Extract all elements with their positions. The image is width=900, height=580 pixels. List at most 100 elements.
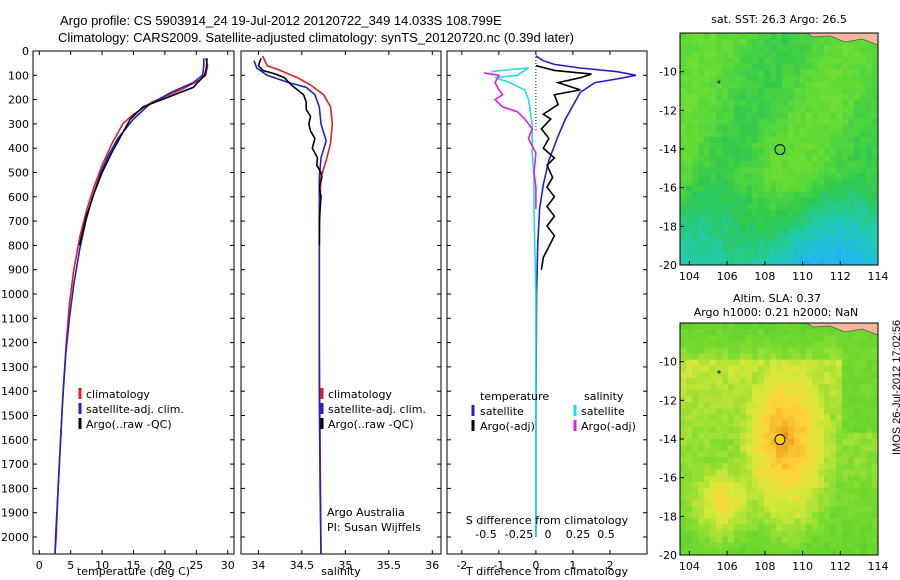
map-cell [776,106,783,113]
map-cell [740,69,747,77]
map-cell [860,197,867,205]
map-cell [764,469,771,477]
map-cell [836,518,843,526]
map-cell [794,341,801,349]
x-tick-label: 0 [36,559,43,572]
map-cell [806,33,813,40]
map-y-tick-label: -16 [659,182,677,195]
map-cell [746,353,753,361]
map-cell [806,130,813,138]
map-cell [854,142,861,150]
map-cell [854,258,861,265]
map-cell [752,353,759,361]
map-cell [752,542,759,550]
map-cell [812,420,819,428]
map-cell [746,246,753,254]
map-cell [764,94,771,101]
map-cell [872,130,878,138]
map-cell [824,173,831,181]
map-cell [734,252,741,260]
map-cell [746,258,753,265]
map-cell [686,377,693,385]
map-cell [836,94,843,101]
map-cell [710,234,717,242]
map-cell [704,384,711,391]
map-cell [842,252,849,260]
depth-tick-label: 600 [8,191,29,204]
map-cell [842,475,849,483]
x-tick-label: 30 [221,559,235,572]
map-cell [800,341,807,349]
map-cell [788,234,795,242]
map-cell [830,548,837,555]
map-x-tick-label: 104 [679,560,700,573]
map-cell [872,359,878,367]
map-cell [836,500,843,507]
map-cell [788,500,795,507]
map-cell [806,57,813,65]
map-cell [776,87,783,95]
map-cell [812,185,819,193]
map-cell [788,222,795,229]
map-cell [704,142,711,150]
map-cell [776,396,783,403]
map-cell [716,45,723,52]
map-cell [788,341,795,349]
map-cell [860,246,867,254]
map-cell [770,191,777,199]
map-cell [854,420,861,428]
map-cell [716,161,723,168]
map-cell [854,426,861,434]
map-cell [680,487,687,495]
map-cell [818,451,825,458]
map-cell [734,81,741,89]
map-cell [788,179,795,187]
map-cell [752,155,759,162]
map-cell [728,335,735,342]
map-cell [728,493,735,501]
map-cell [836,439,843,446]
map-cell [830,536,837,544]
map-cell [860,100,867,107]
map-cell [710,210,717,217]
map-cell [680,469,687,477]
map-cell [692,402,699,410]
map-cell [692,451,699,458]
map-cell [716,57,723,65]
map-cell [818,414,825,422]
map-cell [764,185,771,193]
map-cell [830,100,837,107]
map-cell [854,377,861,385]
map-cell [818,506,825,513]
map-cell [800,63,807,71]
map-cell [728,94,735,101]
map-cell [710,408,717,416]
map-cell [818,408,825,416]
map-cell [698,149,705,156]
map-cell [794,536,801,544]
sst-map: 104 106 108 110 112 114-10-12-14-16-18-20sat.… [659,13,888,283]
map-cell [824,493,831,501]
map-cell [716,365,723,373]
map-cell [740,329,747,336]
map-cell [734,506,741,513]
map-cell [740,548,747,555]
map-cell [710,359,717,367]
map-cell [686,524,693,532]
map-cell [854,512,861,519]
map-cell [866,179,873,187]
map-cell [812,124,819,132]
map-cell [704,475,711,483]
map-cell [788,475,795,483]
map-cell [842,371,849,379]
map-cell [758,341,765,349]
map-cell [716,390,723,397]
map-cell [680,341,687,349]
map-cell [800,69,807,77]
map-cell [758,384,765,391]
map-cell [812,524,819,532]
map-cell [764,542,771,550]
map-cell [734,402,741,410]
map-cell [794,185,801,193]
map-cell [740,445,747,452]
